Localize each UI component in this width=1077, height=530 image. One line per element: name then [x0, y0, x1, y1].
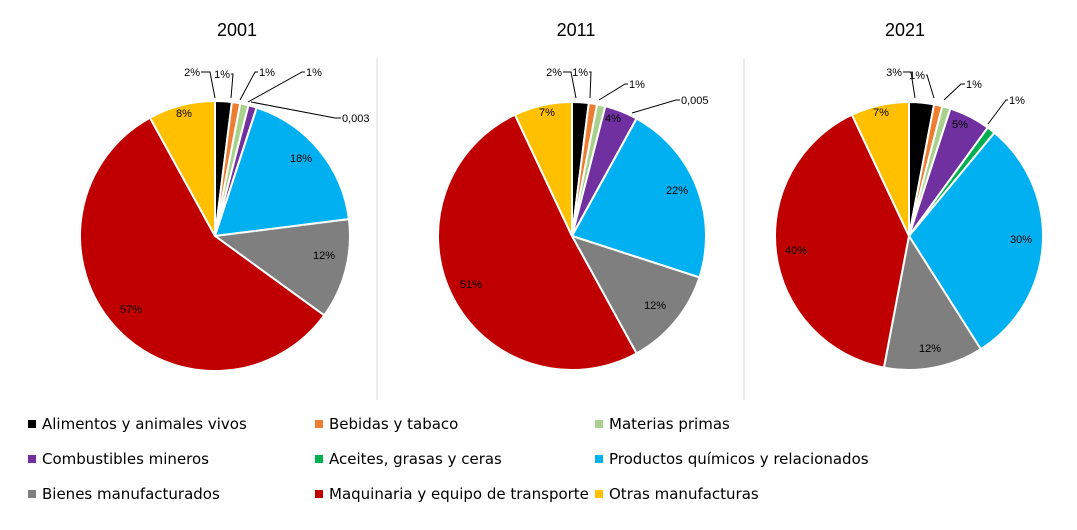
slice-callout-label: 2% [546, 67, 562, 79]
callout-leader-line [230, 73, 234, 99]
slice-callout-label: 1% [909, 70, 925, 82]
legend-item-materias-primas: Materias primas [595, 412, 730, 436]
callout-leader-line [943, 83, 965, 101]
legend-label: Alimentos y animales vivos [42, 415, 247, 433]
callout-leader-line [239, 71, 258, 101]
legend-label: Productos químicos y relacionados [609, 450, 869, 468]
slice-callout-label: 1% [966, 79, 982, 91]
callout-leader-line [987, 99, 1008, 125]
legend-item-otras-manufacturas: Otras manufacturas [595, 482, 759, 506]
legend-swatch [595, 420, 603, 428]
pie-slice-productos-quimicos-y-relacionados [213, 106, 351, 238]
slice-callout-label: 2% [184, 67, 200, 79]
slice-callout-label: 1% [306, 67, 322, 79]
legend-item-aceites-grasas-y-ceras: Aceites, grasas y ceras [315, 447, 502, 471]
pie-chart-2021: 2021 5% 30% 12% 40% 7% 3% 1% 1% 1% [774, 20, 1044, 371]
slice-data-label: 12% [644, 300, 666, 312]
pie-title: 2021 [885, 20, 925, 40]
callout-leader-line [201, 71, 216, 99]
legend-item-alimentos-y-animales-vivos: Alimentos y animales vivos [28, 412, 247, 436]
legend-swatch [28, 490, 36, 498]
callout-leader-line [903, 71, 916, 99]
legend-label: Bebidas y tabaco [329, 415, 459, 433]
callout-leader-line [247, 71, 305, 103]
pie-slice-maquinaria-y-equipo-de-transporte [79, 116, 326, 372]
legend-swatch [315, 420, 323, 428]
pie-title: 2001 [217, 20, 257, 40]
callout-leader-line [598, 83, 628, 101]
callout-leader-line [563, 71, 577, 99]
pie-charts-svg: 2001 18% 12% 57% 8% 2% 1% 1% 1% 0,003 2011 4% 22% 12%… [79, 20, 1044, 400]
pie-slice-bienes-manufacturados [212, 217, 351, 317]
pie-chart-2001: 2001 18% 12% 57% 8% 2% 1% 1% 1% 0,003 [79, 20, 370, 372]
slice-data-label: 7% [873, 107, 889, 119]
pie-slice-productos-quimicos-y-relacionados [907, 131, 1044, 351]
slice-callout-label: 1% [259, 67, 275, 79]
pie-title: 2011 [557, 20, 596, 40]
legend-item-combustibles-mineros: Combustibles mineros [28, 447, 209, 471]
slice-callout-label: 1% [1009, 95, 1025, 107]
callout-leader-line [589, 71, 592, 99]
legend-swatch [28, 455, 36, 463]
legend-label: Combustibles mineros [42, 450, 209, 468]
slice-data-label: 12% [313, 250, 335, 262]
slice-data-label: 57% [120, 304, 142, 316]
legend-swatch [28, 420, 36, 428]
slice-data-label: 8% [176, 108, 192, 120]
legend-item-bebidas-y-tabaco: Bebidas y tabaco [315, 412, 458, 436]
legend-label: Otras manufacturas [609, 485, 759, 503]
pie-slice-bienes-manufacturados [882, 233, 983, 371]
legend-swatch [315, 455, 323, 463]
slice-data-label: 40% [785, 245, 807, 257]
slice-callout-label: 0,005 [681, 95, 709, 107]
slice-data-label: 4% [605, 113, 621, 125]
pie-slice-bienes-manufacturados [569, 234, 701, 355]
slice-data-label: 7% [539, 107, 555, 119]
legend-label: Materias primas [609, 415, 730, 433]
legend-label: Bienes manufacturados [42, 485, 220, 503]
callout-leader-line [926, 74, 935, 99]
legend-swatch [595, 490, 603, 498]
slice-callout-label: 0,003 [342, 113, 370, 125]
slice-data-label: 51% [460, 279, 482, 291]
pie-charts-area: 2001 18% 12% 57% 8% 2% 1% 1% 1% 0,003 2011 4% 22% 12%… [79, 20, 1044, 400]
slice-callout-label: 1% [572, 67, 588, 79]
pie-slice-otras-manufacturas [850, 100, 910, 237]
pie-slice-productos-quimicos-y-relacionados [570, 117, 707, 279]
slice-callout-label: 1% [214, 69, 230, 81]
legend-swatch [595, 455, 603, 463]
pie-slice-otras-manufacturas [513, 100, 573, 237]
legend-item-maquinaria-y-equipo-de-transporte: Maquinaria y equipo de transporte [315, 482, 589, 506]
legend-item-bienes-manufacturados: Bienes manufacturados [28, 482, 220, 506]
pie-chart-2011: 2011 4% 22% 12% 51% 7% 2% 1% 1% 0,005 [437, 20, 709, 371]
legend-item-productos-quimicos-y-relacionados: Productos químicos y relacionados [595, 447, 869, 471]
slice-callout-label: 3% [886, 67, 902, 79]
pie-slice-otras-manufacturas [148, 99, 216, 237]
legend-label: Aceites, grasas y ceras [329, 450, 502, 468]
callout-leader-line [631, 99, 680, 114]
legend-swatch [315, 490, 323, 498]
slice-data-label: 22% [666, 185, 688, 197]
callout-leader-line [250, 101, 341, 119]
pie-slice-maquinaria-y-equipo-de-transporte [774, 113, 911, 369]
legend-label: Maquinaria y equipo de transporte [329, 485, 589, 503]
slice-data-label: 18% [290, 153, 312, 165]
slice-data-label: 12% [919, 343, 941, 355]
pie-slice-maquinaria-y-equipo-de-transporte [437, 113, 638, 371]
slice-data-label: 5% [952, 119, 968, 131]
slice-data-label: 30% [1010, 234, 1032, 246]
slice-callout-label: 1% [629, 79, 645, 91]
